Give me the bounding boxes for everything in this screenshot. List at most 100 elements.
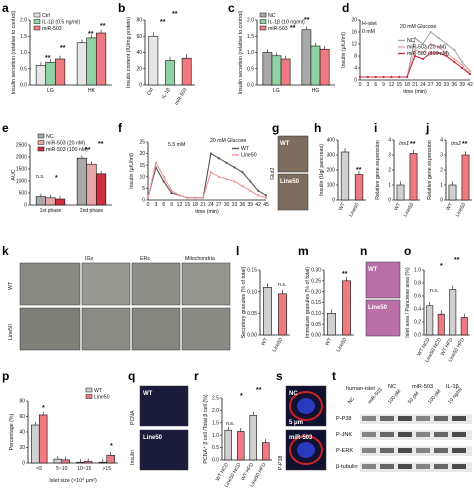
panel-title: Ins2 bbox=[451, 141, 461, 147]
y-tick-label: 0.00 bbox=[311, 333, 321, 339]
data-point bbox=[154, 161, 157, 164]
x-tick-label: 18 bbox=[192, 202, 198, 208]
series-line-0 bbox=[147, 152, 267, 199]
y-tick-label: 25 bbox=[139, 140, 145, 146]
blot-band bbox=[452, 448, 466, 453]
y-tick-label: 500 bbox=[19, 191, 28, 197]
bar-wt-hfd bbox=[449, 289, 457, 336]
significance-star: ** bbox=[45, 55, 51, 62]
x-tick-label: 18 bbox=[404, 82, 410, 88]
y-tick-label: 0 bbox=[388, 198, 391, 204]
data-point bbox=[162, 175, 165, 178]
data-point bbox=[461, 63, 464, 67]
x-tick-label: 12 bbox=[389, 82, 395, 88]
blot-band bbox=[434, 432, 448, 437]
glucose-label: 5.5 mM bbox=[168, 142, 185, 148]
y-tick-label: 0.05 bbox=[311, 322, 321, 328]
significance-star: ** bbox=[256, 387, 262, 394]
y-tick-label: 1.5 bbox=[212, 420, 219, 426]
x-tick-label: 30 bbox=[436, 82, 442, 88]
micrograph-label: WT bbox=[143, 391, 153, 397]
y-tick-label: 0.15 bbox=[311, 300, 321, 306]
x-tick-label: HG bbox=[312, 88, 320, 94]
x-tick-label: 21 bbox=[200, 202, 206, 208]
blot-band bbox=[362, 448, 376, 453]
x-tick-label: 2nd phase bbox=[80, 208, 104, 214]
data-point bbox=[421, 57, 424, 61]
significance-star: ** bbox=[454, 257, 460, 264]
data-point bbox=[194, 196, 197, 199]
em-wt-overview bbox=[19, 262, 81, 306]
blot-band bbox=[362, 464, 376, 469]
data-point bbox=[468, 69, 472, 73]
legend-swatch bbox=[37, 146, 45, 152]
micrograph-label: Line50 bbox=[368, 305, 388, 311]
y-tick-label: 0.00 bbox=[247, 333, 257, 339]
data-point bbox=[186, 196, 189, 199]
data-point bbox=[209, 171, 213, 174]
x-tick-label: Line50 bbox=[403, 202, 416, 218]
x-tick-label: 1st phase bbox=[40, 208, 62, 214]
data-point bbox=[225, 178, 228, 181]
legend-label: miR-503 (20 nM) bbox=[46, 141, 85, 147]
data-point bbox=[445, 54, 448, 58]
group-label: human-islet bbox=[346, 386, 375, 392]
data-point bbox=[429, 42, 432, 46]
micrograph-label: WT bbox=[368, 267, 378, 273]
x-tick-label: 42 bbox=[467, 82, 473, 88]
blot-band bbox=[416, 448, 430, 453]
bar-line50-ncd bbox=[237, 431, 245, 461]
bar-e-0-0 bbox=[35, 196, 47, 206]
y-axis-label: Secretory granules (% of total) bbox=[241, 266, 247, 338]
data-point bbox=[178, 194, 181, 197]
bar-wt bbox=[263, 287, 272, 336]
y-axis-label: Relative gene expression bbox=[427, 140, 433, 200]
data-point bbox=[241, 171, 244, 174]
inset-label: H-islet bbox=[362, 21, 377, 27]
legend-swatch bbox=[259, 19, 267, 24]
bar-wt bbox=[396, 184, 405, 201]
em-line50-igs bbox=[81, 307, 131, 351]
x-tick-label: 39 bbox=[459, 82, 465, 88]
bar-p-0-0 bbox=[31, 424, 40, 464]
panel-b-label: b bbox=[118, 1, 125, 15]
legend-label: miR-503 bbox=[268, 26, 288, 32]
em-wt-mito bbox=[181, 262, 231, 306]
y-axis-label: Relative gene expression bbox=[375, 140, 381, 200]
bar-e-1-1 bbox=[86, 163, 97, 206]
blot-band bbox=[380, 416, 394, 421]
data-point bbox=[217, 175, 220, 178]
micrograph-label: Line50 bbox=[280, 179, 300, 185]
legend-label: Ctrl bbox=[42, 13, 50, 19]
y-tick-label: 2000 bbox=[16, 155, 27, 161]
y-axis-label: PCNA⁺ β cell /Total β cell (%) bbox=[203, 394, 209, 463]
data-point bbox=[406, 75, 409, 79]
bar-line50 bbox=[461, 154, 470, 201]
x-tick-label: WT bbox=[445, 202, 454, 212]
x-tick-label: LG bbox=[273, 88, 280, 94]
micrograph-g-line50 bbox=[277, 173, 309, 211]
nucleus bbox=[297, 398, 315, 414]
data-point bbox=[264, 196, 268, 199]
panel-p: 0 20 40 60 80 Percentage (%) <5 5~10 10~15 >15 WTL… bbox=[9, 387, 118, 472]
y-tick-label: 300 bbox=[327, 153, 336, 159]
y-tick-label: 5 bbox=[142, 186, 145, 192]
y-axis-label: Insulin content (IU/mg protein) bbox=[126, 17, 132, 88]
data-point bbox=[437, 51, 440, 55]
y-tick-label: 0.4 bbox=[414, 307, 421, 313]
bar-line50-hfd bbox=[262, 442, 270, 461]
he-line50 bbox=[365, 299, 401, 337]
em-wt-igs bbox=[81, 262, 131, 306]
legend-label: miR-503 (20 nM) bbox=[407, 45, 446, 51]
bar-e-2-0 bbox=[54, 198, 66, 206]
legend-label: miR-503 (100 nM) bbox=[407, 51, 449, 57]
data-point bbox=[390, 75, 393, 79]
significance-star: * bbox=[240, 393, 243, 400]
bar-line50-ncd bbox=[437, 313, 445, 336]
y-axis-label: Insulin (μIU/ml) bbox=[129, 153, 135, 189]
